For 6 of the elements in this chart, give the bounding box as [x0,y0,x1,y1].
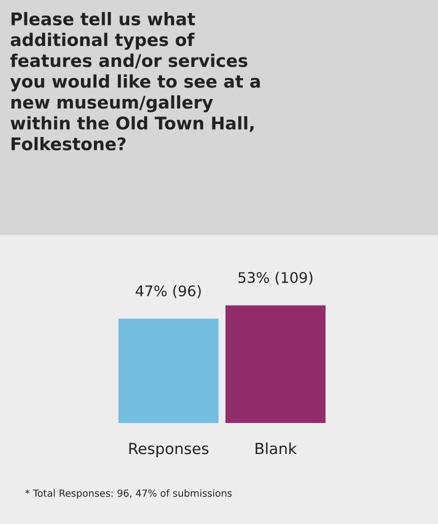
x-tick-label: Blank [256,442,297,454]
x-tick-label: Responses [129,442,208,458]
data-label: 53% (109) [238,272,312,285]
data-label: 47% (96) [136,285,201,298]
chart-title: Please tell us what additional types of features and/or services you would like to see at a new museum/gallery within the Old Town Hall, Folkestone? [10,12,260,150]
text: * Total Responses: 96, 47% of submissions [25,489,232,499]
